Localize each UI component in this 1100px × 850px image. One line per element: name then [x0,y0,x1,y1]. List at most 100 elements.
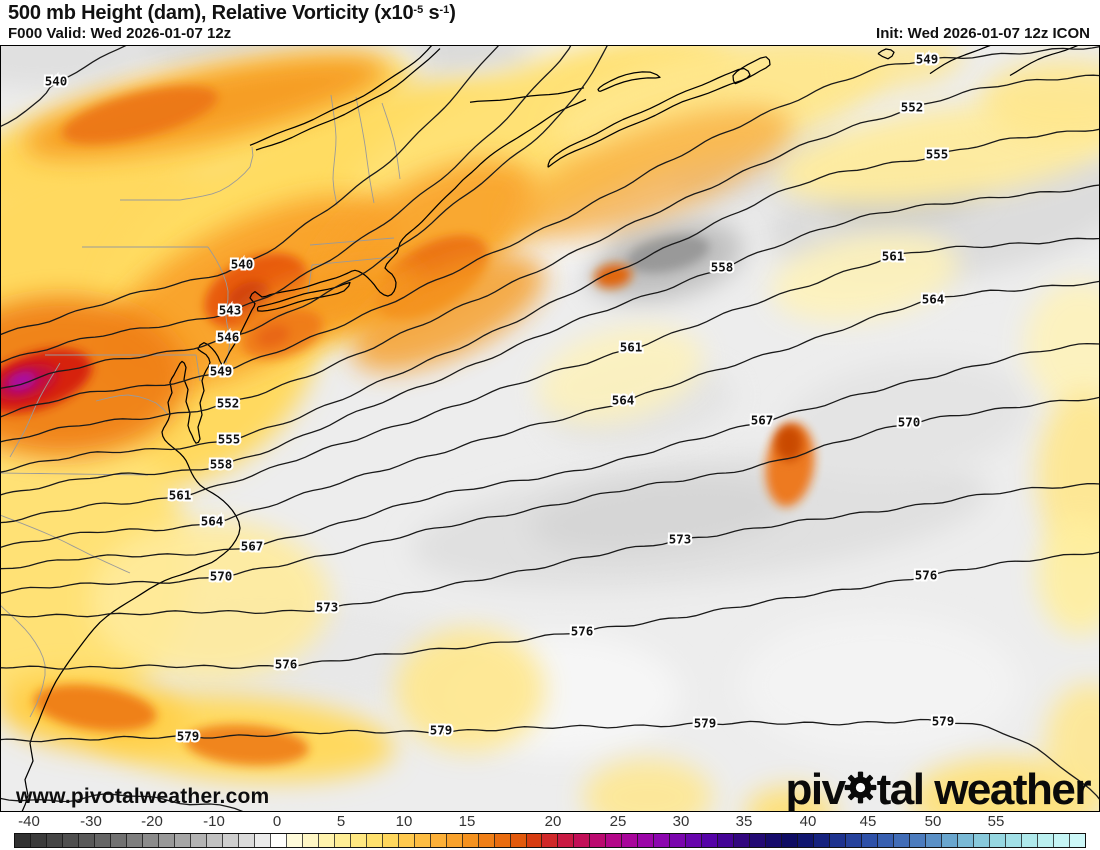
colorbar-tick--40: -40 [18,813,40,830]
contour-label-567: 567 [751,413,774,428]
colorbar-cell [318,834,335,847]
contour-labels: 540 540 543 546 549 549 552 552 555 555 558 558 561 5… [43,50,957,746]
colorbar-cell [670,834,687,847]
colorbar-cell [1038,834,1054,847]
colorbar-tick-40: 40 [799,813,817,830]
colorbar-cell [526,834,543,847]
contour-label-579: 579 [430,723,453,738]
contour-label-567: 567 [241,539,264,554]
contour-label-540: 540 [231,257,254,272]
colorbar-cell [15,834,31,847]
contour-line-579 [0,718,1100,801]
colorbar-cell [478,834,495,847]
contour-label-546: 546 [217,330,240,345]
colorbar-cell [718,834,735,847]
contour-line-561 [0,237,1100,524]
title-superscript-exp2: -1 [439,4,450,16]
colorbar-tick-15: 15 [458,813,476,830]
colorbar-tick-10: 10 [395,813,413,830]
colorbar-cell [222,834,239,847]
valid-time-label: F000 Valid: Wed 2026-01-07 12z [8,25,232,42]
colorbar-tick-0: 0 [272,813,282,830]
colorbar-cell [974,834,991,847]
colorbar-cell [798,834,815,847]
contour-line-extra [0,793,246,812]
colorbar-cell [174,834,191,847]
weather-map: 540 540 543 546 549 549 552 552 555 555 558 558 561 5… [0,45,1100,812]
title-close-paren: ) [449,2,456,24]
colorbar-tick--10: -10 [203,813,225,830]
map-header: 500 mb Height (dam), Relative Vorticity … [0,0,1100,45]
colorbar-cell [910,834,927,847]
colorbar-cell [366,834,383,847]
colorbar-tick-45: 45 [859,813,877,830]
contour-line-555 [0,128,1100,473]
colorbar-tick--30: -30 [80,813,102,830]
contour-label-576: 576 [915,568,938,583]
contour-label-549: 549 [916,52,939,67]
colorbar-cell [494,834,511,847]
gear-icon [844,768,877,804]
colorbar-cell [958,834,975,847]
contour-label-573: 573 [669,532,692,547]
contour-label-558: 558 [210,457,233,472]
colorbar-cell [734,834,751,847]
state-borders [0,94,401,718]
contour-line-549 [0,45,1100,418]
colorbar-cell [190,834,207,847]
colorbar-tick-35: 35 [735,813,753,830]
contour-label-579: 579 [694,716,717,731]
colorbar-cells [14,833,1086,848]
contour-line-540 [0,45,500,336]
colorbar-cell [622,834,639,847]
contour-line-570 [0,396,1100,594]
contour-label-552: 552 [901,100,924,115]
title-units: s [423,2,440,24]
vorticity-shading [0,45,1100,812]
colorbar-cell [446,834,463,847]
colorbar-cell [46,834,63,847]
colorbar-cell [1022,834,1038,847]
colorbar-cell [878,834,895,847]
contour-label-564: 564 [201,514,224,529]
contour-label-558: 558 [711,260,734,275]
contour-label-561: 561 [620,340,643,355]
colorbar-cell [334,834,351,847]
colorbar-cell [1069,834,1085,847]
colorbar-cell [942,834,959,847]
colorbar-cell [1053,834,1070,847]
logo-part1: piv [785,765,847,814]
colorbar-cell [142,834,159,847]
colorbar-cell [414,834,431,847]
contour-label-579: 579 [932,714,955,729]
colorbar-cell [350,834,367,847]
colorbar-cell [894,834,911,847]
colorbar-cell [830,834,847,847]
logo-part2: tal weather [876,765,1092,814]
colorbar-tick-25: 25 [609,813,627,830]
contour-label-555: 555 [926,147,949,162]
colorbar-cell [398,834,415,847]
pivotal-weather-logo: piv tal weather [785,765,1092,814]
colorbar-cell [686,834,703,847]
colorbar-tick-20: 20 [544,813,562,830]
colorbar-tick--20: -20 [141,813,163,830]
colorbar-cell [254,834,271,847]
colorbar-cell [94,834,111,847]
colorbar-cell [302,834,319,847]
contour-line-573 [0,483,1100,618]
contour-label-576: 576 [275,657,298,672]
colorbar-cell [286,834,303,847]
title-superscript-exp: -5 [413,4,424,16]
colorbar-cell [206,834,223,847]
contour-line-546 [0,45,609,390]
watermark: www.pivotalweather.com [16,785,270,808]
colorbar-cell [270,834,287,847]
colorbar-cell [638,834,655,847]
contour-label-561: 561 [882,249,905,264]
contour-label-540: 540 [45,74,68,89]
vorticity-colorbar: -40 -30 -20 -10 0 5 10 15 20 25 30 35 40 45 50 55 [0,812,1100,850]
colorbar-cell [862,834,879,847]
colorbar-cell [766,834,783,847]
contour-label-552: 552 [217,396,240,411]
